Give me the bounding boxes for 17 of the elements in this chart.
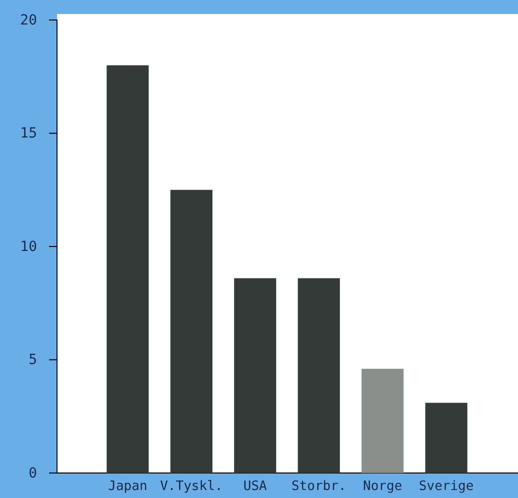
bar — [425, 402, 468, 473]
x-tick-label: Sverige — [418, 479, 474, 494]
x-tick-label: Japan — [108, 479, 148, 494]
y-tick-label: 5 — [28, 352, 37, 368]
y-tick-label: 10 — [20, 238, 37, 255]
y-tick-label: 15 — [20, 126, 37, 142]
x-tick-label: Storbr. — [291, 479, 346, 494]
bar — [362, 368, 404, 473]
y-tick-label: 0 — [28, 465, 37, 482]
bar — [234, 278, 276, 473]
bar — [298, 278, 340, 473]
x-tick-label: V.Tyskl. — [160, 479, 223, 494]
bar — [106, 65, 149, 473]
y-tick-label: 20 — [20, 12, 37, 28]
x-tick-label: USA — [243, 479, 268, 494]
x-tick-label: Norge — [363, 479, 402, 494]
bar — [170, 190, 212, 473]
